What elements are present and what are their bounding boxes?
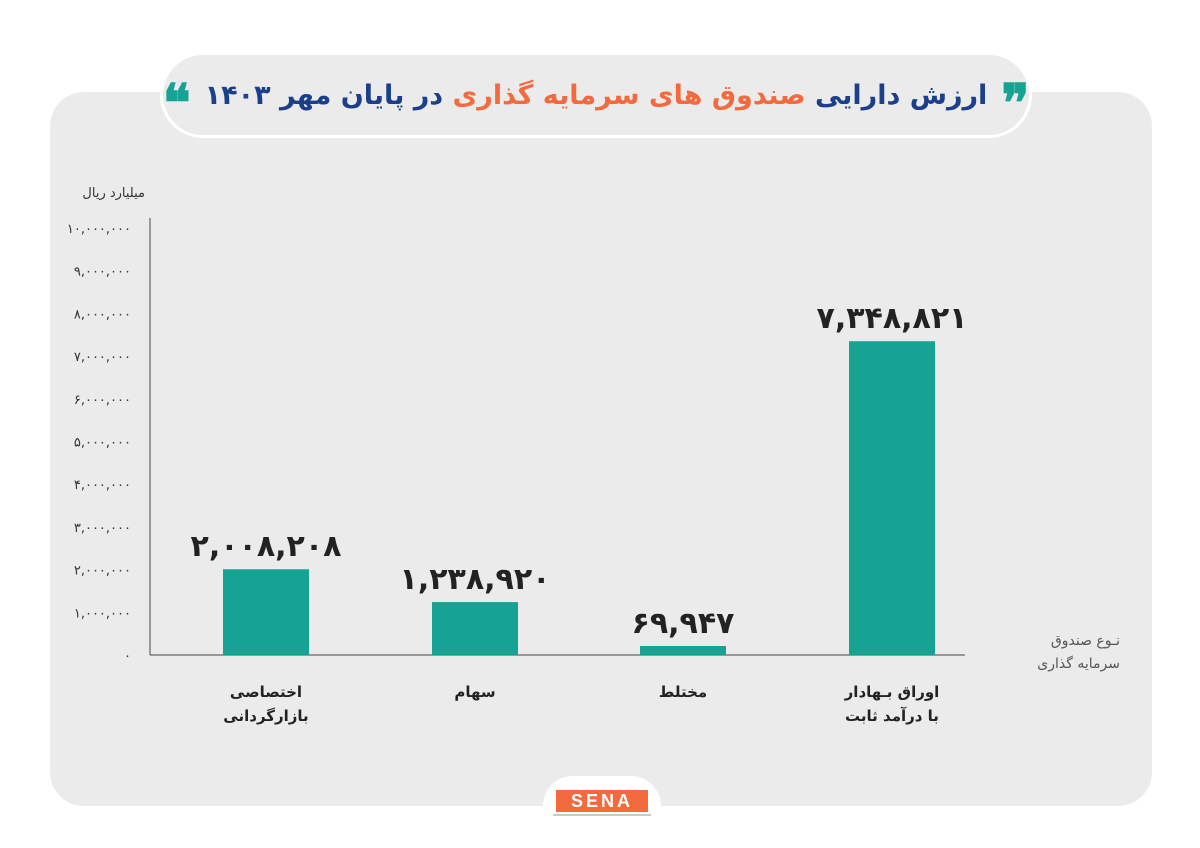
bar — [849, 341, 935, 655]
x-axis-title-line-2: سرمایه گذاری — [1037, 656, 1120, 672]
title-highlight: صندوق های سرمایه گذاری — [452, 79, 806, 111]
x-axis-title-line-1: نـوع صندوق — [1050, 633, 1120, 649]
y-tick-label: ۲,۰۰۰,۰۰۰ — [74, 564, 131, 579]
y-tick-label: ۱۰,۰۰۰,۰۰۰ — [67, 222, 131, 237]
x-category-label: اختصاصی بازارگردانی — [176, 680, 356, 728]
y-tick-label: ۰ — [124, 649, 131, 664]
x-category-label-line: بازارگردانی — [223, 707, 309, 725]
bar-value-label: ۷,۳۴۸,۸۲۱ — [817, 301, 968, 336]
y-tick-label: ۷,۰۰۰,۰۰۰ — [74, 350, 131, 365]
x-category-label-line: اختصاصی — [229, 683, 303, 701]
x-category-label-line: با درآمد ثابت — [845, 707, 939, 725]
title-part-2: در پایان مهر ۱۴۰۳ — [204, 79, 444, 111]
chart-title: ارزش دارایی صندوق های سرمایه گذاری در پا… — [205, 80, 988, 111]
bar-value-label: ۶۹,۹۴۷ — [632, 606, 735, 641]
y-tick-label: ۸,۰۰۰,۰۰۰ — [74, 307, 131, 322]
y-tick-label: ۹,۰۰۰,۰۰۰ — [74, 265, 131, 280]
y-tick-label: ۶,۰۰۰,۰۰۰ — [74, 393, 131, 408]
close-quote-icon: ❞ — [1001, 73, 1030, 134]
x-category-label-line: مختلط — [658, 683, 708, 701]
bar — [640, 646, 726, 655]
logo-tagline-line — [553, 814, 651, 816]
x-category-label-line: سهام — [454, 683, 496, 701]
y-tick-label: ۵,۰۰۰,۰۰۰ — [74, 436, 131, 451]
chart-panel — [50, 92, 1152, 806]
x-axis-title: نـوع صندوق سرمایه گذاری — [990, 630, 1120, 676]
title-part-1: ارزش دارایی — [814, 79, 988, 111]
open-quote-icon: ❝ — [162, 73, 191, 134]
sena-logo: SENA — [543, 776, 661, 830]
bar-value-label: ۲,۰۰۸,۲۰۸ — [191, 529, 342, 564]
x-category-label: مختلط — [593, 680, 773, 704]
logo-wordmark: SENA — [556, 790, 648, 812]
x-category-label-line: اوراق بـهادار — [844, 683, 940, 701]
x-category-label: اوراق بـهادار با درآمد ثابت — [802, 680, 982, 728]
title-banner: ❝ ارزش دارایی صندوق های سرمایه گذاری در … — [160, 52, 1032, 138]
y-axis-unit-label: میلیارد ریال — [82, 186, 145, 201]
y-tick-label: ۱,۰۰۰,۰۰۰ — [74, 606, 131, 621]
bar — [432, 602, 518, 655]
y-tick-label: ۳,۰۰۰,۰۰۰ — [74, 521, 131, 536]
x-category-label: سهام — [385, 680, 565, 704]
y-tick-label: ۴,۰۰۰,۰۰۰ — [74, 478, 131, 493]
bar — [223, 569, 309, 655]
bar-value-label: ۱,۲۳۸,۹۲۰ — [400, 562, 551, 597]
